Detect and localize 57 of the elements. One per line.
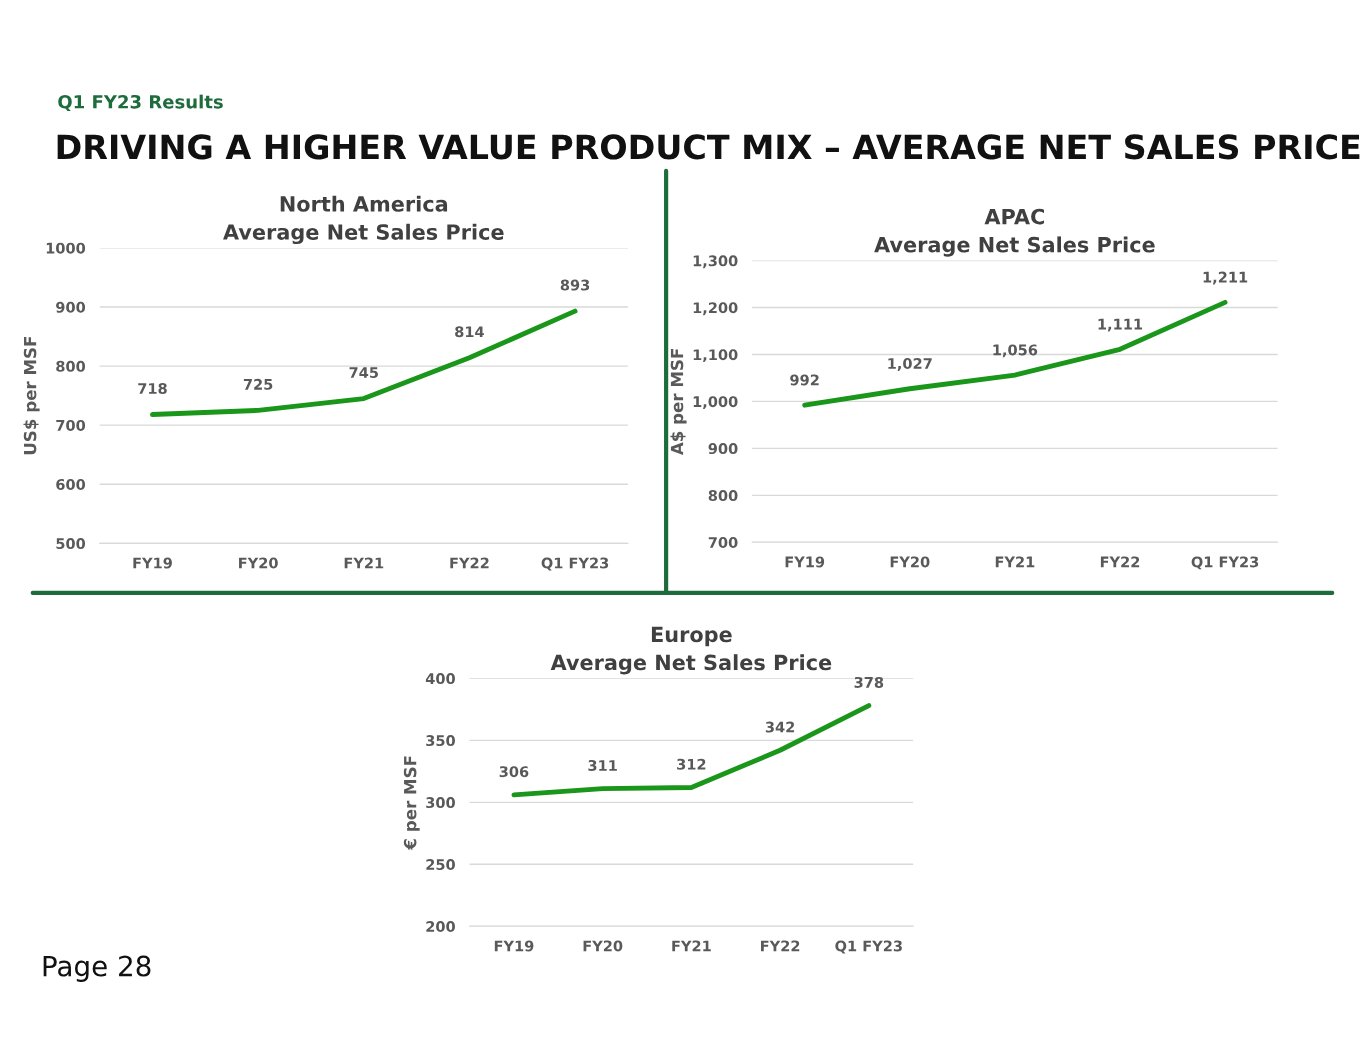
text: 992 xyxy=(790,374,819,386)
y-tick-label: 600 xyxy=(56,478,86,490)
text: 1,111 xyxy=(1098,318,1143,332)
data-label: 745 xyxy=(349,367,378,379)
data-label: 311 xyxy=(588,759,617,771)
y-tick-label: 400 xyxy=(425,673,455,685)
text: Page 28 xyxy=(43,955,151,982)
y-tick-label: 700 xyxy=(56,419,86,431)
x-tick-label: FY22 xyxy=(1100,556,1140,568)
y-tick-label: 800 xyxy=(708,490,738,502)
x-tick-label: FY21 xyxy=(344,557,384,569)
data-label: 893 xyxy=(560,279,590,291)
chart-title: APAC Average Net Sales Price xyxy=(874,208,1155,257)
x-tick-label: Q1 FY23 xyxy=(541,557,609,571)
data-label: 725 xyxy=(243,378,273,390)
data-label: 306 xyxy=(499,766,529,778)
data-label: 312 xyxy=(677,758,706,770)
x-tick-label: FY20 xyxy=(239,557,278,569)
x-tick-label: FY20 xyxy=(890,556,930,568)
y-axis-title: € per MSF xyxy=(403,756,420,850)
y-tick-label: 700 xyxy=(708,536,738,549)
chart-title: Europe Average Net Sales Price xyxy=(550,626,832,675)
x-tick-label: FY20 xyxy=(583,940,623,952)
x-tick-label: FY22 xyxy=(450,557,489,569)
text: DRIVING A HIGHER VALUE PRODUCT MIX – AVERAGE NET SALES PRICE xyxy=(57,134,1360,160)
x-tick-label: Q1 FY23 xyxy=(835,940,902,954)
data-label: 814 xyxy=(455,326,484,338)
chart-title: North America Average Net Sales Price xyxy=(223,195,504,245)
y-axis-title: US$ per MSF xyxy=(23,336,40,455)
data-label: 378 xyxy=(854,676,884,688)
y-tick-label: 1,300 xyxy=(693,255,738,269)
text: Q1 FY23 Results xyxy=(58,94,223,112)
y-tick-label: 1,200 xyxy=(693,302,738,316)
y-tick-label: 250 xyxy=(426,859,455,871)
x-tick-label: FY19 xyxy=(133,557,172,569)
x-tick-label: FY21 xyxy=(672,940,711,952)
y-tick-label: 1,000 xyxy=(693,396,738,410)
y-tick-label: 900 xyxy=(708,443,738,455)
data-label: 342 xyxy=(765,721,795,733)
x-tick-label: FY19 xyxy=(785,556,825,568)
data-label: 718 xyxy=(138,382,167,394)
x-tick-label: FY19 xyxy=(494,940,534,952)
text: 1,027 xyxy=(888,357,932,371)
y-tick-label: 300 xyxy=(426,797,455,809)
y-tick-label: 350 xyxy=(426,735,455,747)
y-tick-label: 1,100 xyxy=(693,349,738,363)
x-tick-label: FY21 xyxy=(995,556,1035,568)
y-tick-label: 900 xyxy=(56,301,86,313)
y-tick-label: 800 xyxy=(56,360,86,372)
y-tick-label: 1000 xyxy=(46,242,86,254)
text: 1,211 xyxy=(1203,271,1248,285)
x-tick-label: FY22 xyxy=(761,940,800,952)
y-tick-label: 500 xyxy=(56,538,86,550)
text: 1,056 xyxy=(993,344,1038,358)
y-axis-title: A$ per MSF xyxy=(670,349,687,456)
y-tick-label: 200 xyxy=(426,921,455,933)
x-tick-label: Q1 FY23 xyxy=(1191,556,1259,570)
